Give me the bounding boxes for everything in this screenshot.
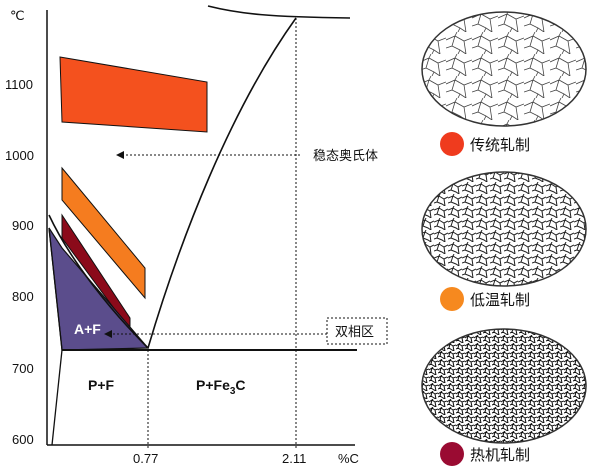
top-liquidus-line: [207, 5, 351, 19]
y-tick-900: 900: [12, 218, 34, 233]
ferrite-top-boundary: [48, 227, 63, 351]
stable-austenite-label: 稳态奥氏体: [313, 148, 378, 164]
low-temp-rolling-window: [61, 166, 146, 300]
x-tick-2.11: 2.11: [282, 451, 306, 466]
y-tick-700: 700: [12, 361, 34, 376]
legend-traditional: 传统轧制: [440, 132, 530, 156]
legend-label-low-temp: 低温轧制: [470, 290, 531, 309]
region-p-plus-fe3c: P+Fe3C: [196, 377, 246, 397]
acm-line: [147, 17, 297, 349]
phase-diagram: ℃ %C 1100 1000 900 800 700 600 0.77 2.11…: [5, 5, 388, 466]
region-p-plus-fe-text: P+Fe: [196, 377, 230, 393]
micro-low-temp: [421, 171, 587, 287]
legend-low-temp: 低温轧制: [440, 287, 530, 311]
region-p-plus-f: P+F: [88, 377, 115, 393]
two-phase-zone-label: 双相区: [335, 325, 374, 340]
legend-dot-thermo-mech: [440, 442, 464, 466]
y-tick-1100: 1100: [5, 77, 33, 92]
carbon-unit-label: %C: [338, 451, 359, 466]
y-tick-800: 800: [12, 289, 34, 304]
temp-unit-label: ℃: [10, 8, 25, 23]
y-tick-1000: 1000: [5, 148, 34, 163]
region-a-plus-f: A+F: [74, 321, 101, 337]
micro-thermo-mech: [421, 328, 587, 444]
ferrite-boundary: [51, 349, 63, 446]
traditional-rolling-window: [59, 56, 208, 133]
legend-dot-traditional: [440, 132, 464, 156]
micro-traditional: [421, 11, 587, 127]
legend-label-traditional: 传统轧制: [470, 135, 531, 154]
microstructure-panel: 传统轧制 低温轧制 热机轧制: [410, 0, 597, 472]
two-phase-zone-arrowhead: [104, 330, 112, 338]
two-phase-zone-box: [326, 317, 388, 345]
stable-austenite-arrowhead: [116, 151, 124, 159]
region-fe3c-subscript: 3: [230, 386, 236, 397]
y-tick-600: 600: [12, 432, 34, 447]
legend-dot-low-temp: [440, 287, 464, 311]
x-tick-0.77: 0.77: [133, 451, 158, 466]
legend-label-thermo-mech: 热机轧制: [470, 445, 531, 464]
region-fe3c-c: C: [235, 377, 245, 393]
legend-thermo-mech: 热机轧制: [440, 442, 530, 466]
